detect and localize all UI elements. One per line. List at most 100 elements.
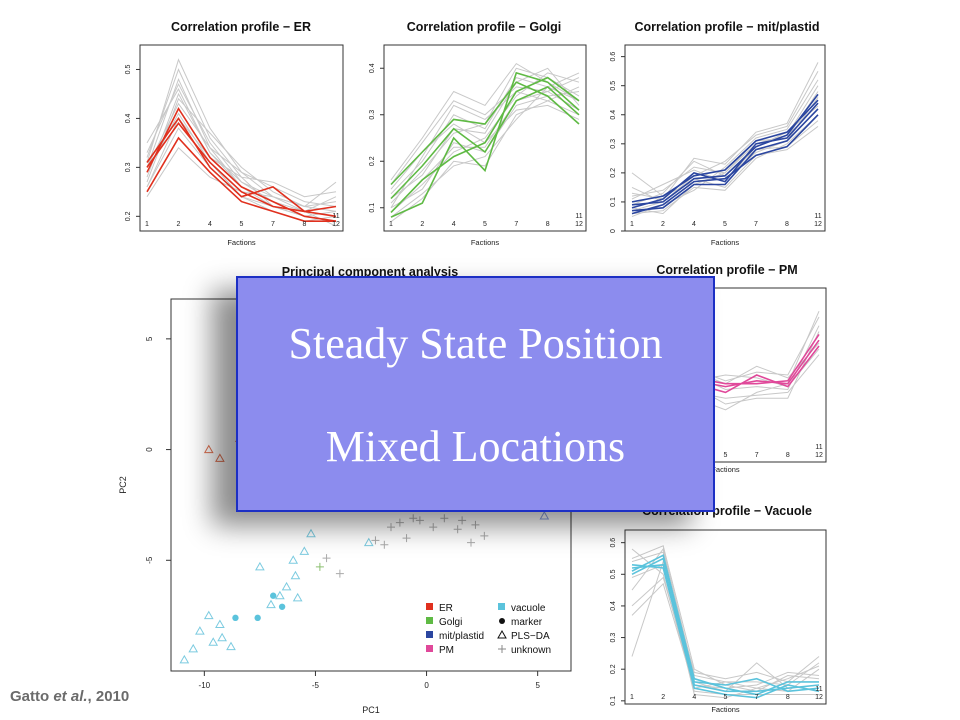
x-axis-label: Factions [711, 238, 740, 247]
background-series-line [631, 559, 820, 683]
data-point [288, 555, 299, 564]
y-tick-label: 0.4 [610, 601, 617, 611]
highlight-series-line [631, 557, 820, 693]
credit-etal: et al. [53, 688, 88, 705]
plot-frame [624, 529, 827, 705]
data-point [429, 523, 438, 532]
y-tick-label: -5 [145, 556, 154, 564]
legend-swatch [426, 617, 433, 624]
legend-swatch [498, 603, 505, 610]
data-point [371, 536, 380, 545]
legend-swatch [426, 603, 433, 610]
data-point [254, 614, 261, 622]
y-tick-label: 0.5 [125, 65, 132, 75]
data-point [278, 603, 286, 610]
background-series-line [390, 91, 580, 209]
y-tick-label: 5 [145, 336, 154, 341]
y-tick-label: 0.1 [369, 203, 376, 213]
x-tick-label: 8 [786, 452, 790, 459]
data-point [292, 592, 303, 602]
highlight-series-line [390, 85, 580, 200]
x-tick-label: 8 [786, 694, 790, 701]
x-tick-label: 5 [724, 694, 728, 701]
legend-swatch [499, 618, 505, 624]
data-point [395, 518, 404, 527]
highlight-series-line [631, 554, 819, 696]
x-tick-label: 0 [424, 681, 429, 690]
plot-frame [383, 44, 587, 232]
data-point [315, 562, 324, 571]
credit-year: , 2010 [87, 688, 130, 705]
data-point [270, 592, 277, 599]
x-tick-label: 4 [208, 221, 212, 228]
data-point [409, 514, 418, 523]
y-tick-label: 0 [145, 447, 154, 452]
overlay-line-2: Mixed Locations [325, 421, 626, 471]
x-axis-label: Factions [227, 238, 256, 247]
overlay-box: Steady State Position Mixed Locations [236, 276, 715, 512]
y-tick-label: 0.4 [125, 113, 132, 123]
data-point [215, 453, 225, 462]
legend-swatch [498, 645, 506, 653]
chart-title: Correlation profile − ER [171, 20, 311, 34]
x-tick-label: 1 [630, 221, 634, 228]
x-tick-label: 11 [814, 213, 821, 220]
x-tick-label: 2 [661, 694, 665, 701]
data-point [440, 514, 449, 523]
data-point [255, 561, 265, 571]
x-tick-label: 1 [389, 221, 393, 228]
x-tick-label: 5 [483, 221, 487, 228]
y-tick-label: 0.1 [610, 197, 617, 207]
legend-label: vacuole [511, 603, 546, 614]
background-series-line [146, 127, 337, 212]
highlight-series-line [390, 81, 580, 186]
y-tick-label: 0.4 [369, 63, 376, 73]
data-point [380, 540, 389, 549]
legend-label: ER [439, 603, 453, 614]
x-tick-label: 12 [814, 221, 822, 228]
chart-title: Correlation profile − PM [656, 263, 797, 277]
highlight-series-line [390, 76, 580, 213]
legend-label: PM [439, 645, 454, 656]
data-point [208, 637, 219, 646]
data-point [458, 516, 467, 525]
data-point [539, 510, 550, 520]
chart-er: Correlation profile − ER1 2 4 5 7 811120.20.3… [125, 20, 344, 247]
data-point [299, 546, 310, 555]
background-series-line [631, 114, 819, 215]
credit-author: Gatto [10, 688, 50, 705]
data-point [402, 534, 411, 543]
x-tick-label: 4 [692, 221, 696, 228]
y-tick-label: 0.2 [369, 156, 376, 166]
overlay-line-1: Steady State Position [288, 318, 663, 368]
y-tick-label: 0.2 [125, 211, 132, 221]
x-axis-label: PC1 [362, 705, 380, 715]
data-point [471, 520, 480, 529]
x-tick-label: 2 [177, 221, 181, 228]
y-tick-label: 0.5 [610, 81, 617, 91]
x-tick-label: 7 [755, 694, 759, 701]
data-point [387, 523, 395, 532]
y-axis-label: PC2 [118, 476, 128, 494]
legend-label: mit/plastid [439, 631, 484, 642]
y-tick-label: 0.1 [610, 696, 617, 706]
legend-label: Golgi [439, 617, 462, 628]
x-tick-label: 5 [535, 681, 540, 690]
background-series-line [146, 97, 337, 208]
highlight-series-line [631, 102, 819, 209]
x-axis-label: Factions [471, 238, 500, 247]
legend-swatch [426, 645, 433, 652]
data-point [453, 525, 462, 534]
x-axis-label: Factions [711, 465, 740, 474]
y-tick-label: 0.3 [610, 139, 617, 149]
x-tick-label: 1 [145, 221, 149, 228]
credit-caption: Gatto et al., 2010 [10, 688, 129, 705]
y-tick-label: 0.4 [610, 110, 617, 120]
plot-frame [139, 44, 344, 232]
x-tick-label: 4 [452, 221, 456, 228]
x-tick-label: 5 [723, 221, 727, 228]
highlight-series-line [631, 93, 819, 206]
y-tick-label: 0.3 [610, 633, 617, 643]
chart-title: Correlation profile − mit/plastid [634, 20, 819, 34]
background-series-line [390, 77, 580, 195]
